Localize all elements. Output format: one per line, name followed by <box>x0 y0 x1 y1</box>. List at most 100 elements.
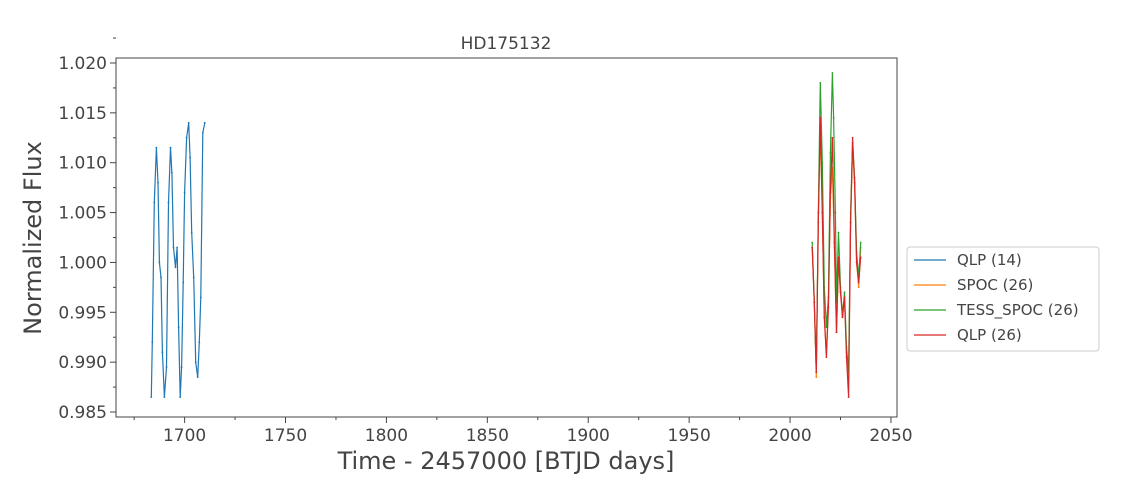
data-point <box>855 261 858 264</box>
data-point <box>845 356 848 359</box>
x-tick-label: 1900 <box>567 426 610 446</box>
x-tick-label: 1850 <box>466 426 509 446</box>
data-point <box>201 131 204 134</box>
data-point <box>825 326 828 329</box>
data-point <box>171 171 173 174</box>
data-point <box>194 361 197 364</box>
data-point <box>829 151 832 154</box>
y-tick-label: 1.005 <box>58 204 107 224</box>
data-point <box>831 136 834 139</box>
data-point <box>817 221 820 224</box>
data-point <box>161 351 164 354</box>
data-point <box>851 136 854 139</box>
data-point <box>837 256 840 259</box>
data-point <box>825 356 828 359</box>
data-point <box>827 306 830 309</box>
data-point <box>153 201 156 204</box>
data-point <box>831 72 834 74</box>
data-point <box>853 181 856 184</box>
data-point <box>811 241 814 244</box>
x-tick-label: 1950 <box>668 426 711 446</box>
data-point <box>199 296 202 299</box>
data-point <box>151 341 154 344</box>
data-point <box>196 376 199 378</box>
data-point <box>857 281 860 284</box>
data-point <box>158 261 161 264</box>
series-line-0 <box>150 122 206 398</box>
y-tick-label: 0.990 <box>58 353 107 373</box>
plot-frame <box>115 57 898 418</box>
axis-ticks: 1700 1750 1800 1850 1900 1950 2000 2050 0.985 0.9… <box>58 37 913 446</box>
data-point <box>187 121 190 124</box>
data-point <box>169 146 172 149</box>
data-point <box>823 316 826 319</box>
data-point <box>157 181 159 184</box>
data-point <box>172 246 175 249</box>
y-tick-label: 1.015 <box>58 104 107 124</box>
x-tick-label: 2050 <box>869 426 912 446</box>
legend: QLP (14) SPOC (26) TESS_SPOC (26) QLP (26) <box>906 246 1100 352</box>
chart-title: HD175132 <box>461 34 552 54</box>
data-point <box>832 116 835 119</box>
data-point <box>819 82 822 84</box>
data-point <box>160 276 162 279</box>
y-tick-label: 1.020 <box>58 54 107 74</box>
data-point <box>835 331 838 334</box>
data-point <box>813 301 816 304</box>
data-point <box>857 286 860 289</box>
data-point <box>165 366 168 368</box>
data-point <box>177 326 180 329</box>
x-tick-label: 1800 <box>365 426 408 446</box>
data-point <box>843 291 846 294</box>
legend-label: SPOC (26) <box>957 276 1033 294</box>
data-point <box>811 246 814 249</box>
data-point <box>829 191 832 194</box>
y-axis-label: Normalized Flux <box>19 141 47 335</box>
data-point <box>183 191 186 194</box>
data-point <box>203 121 206 124</box>
data-point <box>198 341 201 344</box>
data-point <box>833 241 836 244</box>
plot-series <box>150 72 862 398</box>
y-tick-label: 0.985 <box>58 403 107 423</box>
data-point <box>815 371 818 373</box>
y-tick-label: 1.000 <box>58 253 107 273</box>
data-point <box>815 376 818 378</box>
data-point <box>174 266 177 269</box>
data-point <box>859 241 862 244</box>
data-point <box>847 396 850 398</box>
data-point <box>182 281 185 284</box>
data-point <box>849 221 852 224</box>
legend-label: QLP (26) <box>957 326 1022 344</box>
x-tick-label: 2000 <box>768 426 811 446</box>
data-point <box>185 136 188 139</box>
legend-label: QLP (14) <box>957 251 1022 269</box>
legend-box <box>906 246 1100 352</box>
data-point <box>190 231 193 234</box>
x-tick-label: 1750 <box>264 426 307 446</box>
data-point <box>167 201 170 204</box>
data-point <box>821 211 824 214</box>
data-point <box>819 116 822 119</box>
data-point <box>837 231 840 234</box>
data-point <box>163 396 166 398</box>
y-tick-label: 0.995 <box>58 303 107 323</box>
data-point <box>150 396 153 398</box>
y-tick-label: 1.010 <box>58 154 107 174</box>
data-point <box>859 256 862 259</box>
x-tick-label: 1700 <box>163 426 206 446</box>
data-point <box>839 291 842 294</box>
x-axis-label: Time - 2457000 [BTJD days] <box>337 447 675 475</box>
data-point <box>841 316 844 319</box>
data-point <box>176 246 179 249</box>
data-point <box>192 276 195 279</box>
data-point <box>834 211 837 214</box>
data-point <box>843 296 846 299</box>
data-point <box>189 156 192 159</box>
legend-label: TESS_SPOC (26) <box>956 301 1079 320</box>
data-point <box>179 396 182 398</box>
data-point <box>155 146 158 149</box>
data-point <box>180 366 183 368</box>
